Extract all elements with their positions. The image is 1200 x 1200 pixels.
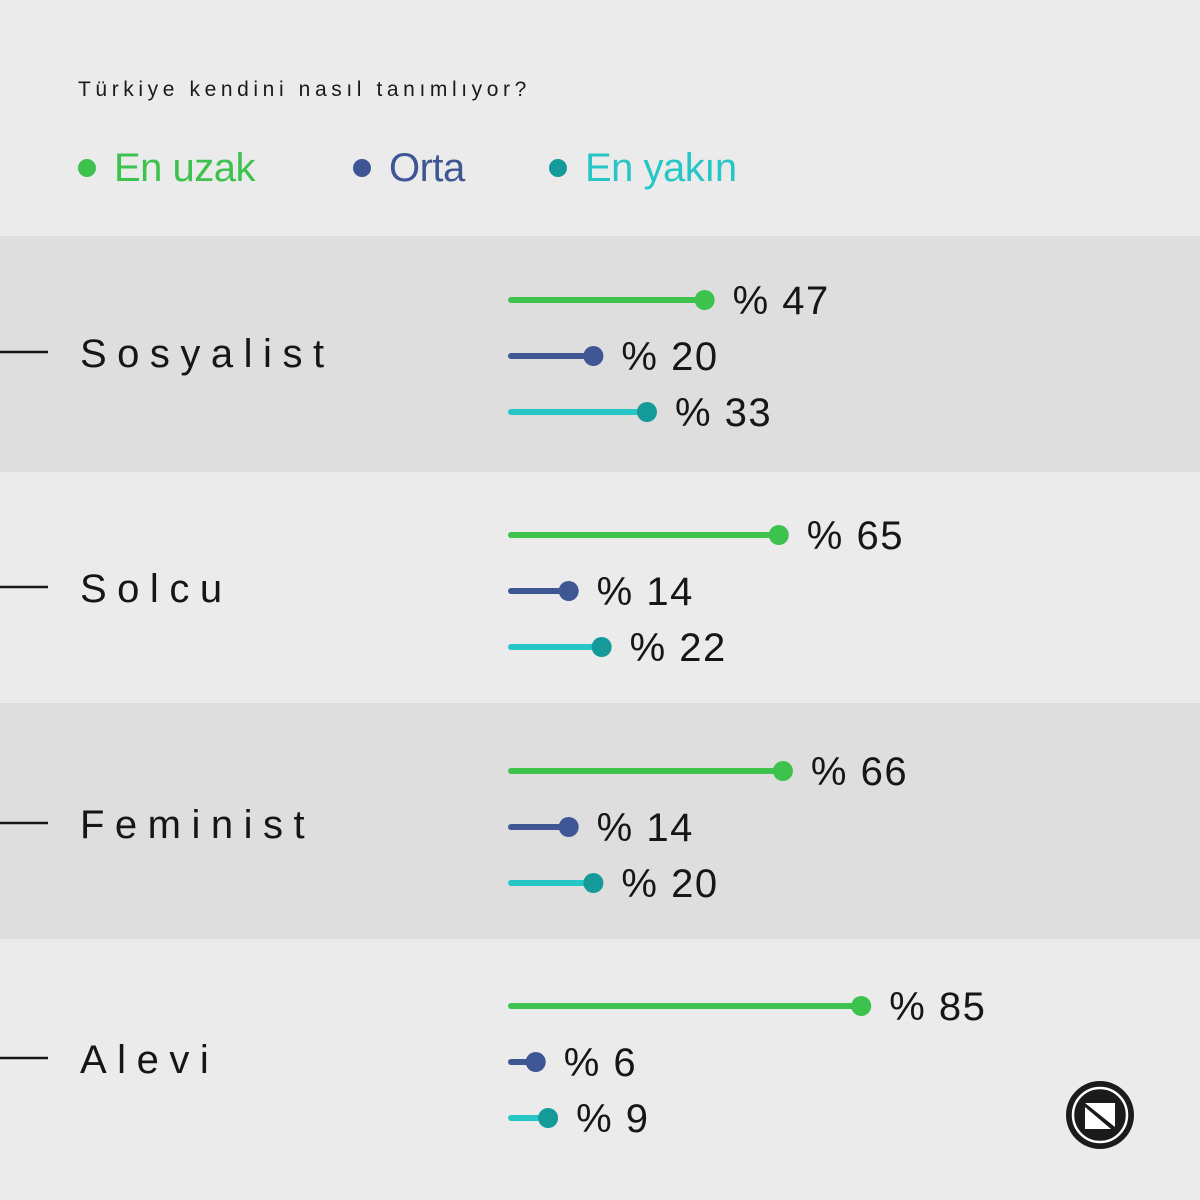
bar-end-dot [636,402,657,422]
legend-label: Orta [389,146,465,190]
chart-title: Türkiye kendini nasıl tanımlıyor? [78,78,531,101]
bar-end-dot [851,996,872,1016]
bar-end-dot [538,1108,559,1128]
value-label: % 9 [576,1097,649,1141]
value-label: % 66 [811,750,908,794]
legend-dot-icon [78,159,96,177]
legend-label: En uzak [114,146,256,190]
bar-end-dot [583,873,604,893]
value-label: % 22 [630,626,727,670]
value-label: % 33 [675,391,772,435]
bar-end-dot [772,761,793,781]
category-label: Sosyalist [80,332,335,376]
bar-end-dot [558,581,579,601]
value-label: % 20 [621,862,718,906]
bar-end-dot [558,817,579,837]
row-band [0,472,1200,703]
row-band [0,703,1200,939]
value-label: % 85 [889,985,986,1029]
value-label: % 14 [597,806,694,850]
value-label: % 20 [621,335,718,379]
value-label: % 14 [597,570,694,614]
bar-end-dot [583,346,604,366]
bar-end-dot [591,637,612,657]
legend: En uzak Orta En yakın [0,140,1200,200]
bar-end-dot [768,525,789,545]
value-label: % 47 [733,279,830,323]
legend-dot-icon [549,159,567,177]
n-circle-logo-icon [1066,1081,1134,1149]
category-label: Feminist [80,803,315,847]
row-band [0,939,1200,1200]
category-label: Solcu [80,567,233,611]
legend-dot-icon [353,159,371,177]
value-label: % 65 [807,514,904,558]
value-label: % 6 [564,1041,637,1085]
bar-end-dot [525,1052,546,1072]
legend-label: En yakın [585,146,737,190]
category-label: Alevi [80,1038,219,1082]
bar-end-dot [694,290,715,310]
